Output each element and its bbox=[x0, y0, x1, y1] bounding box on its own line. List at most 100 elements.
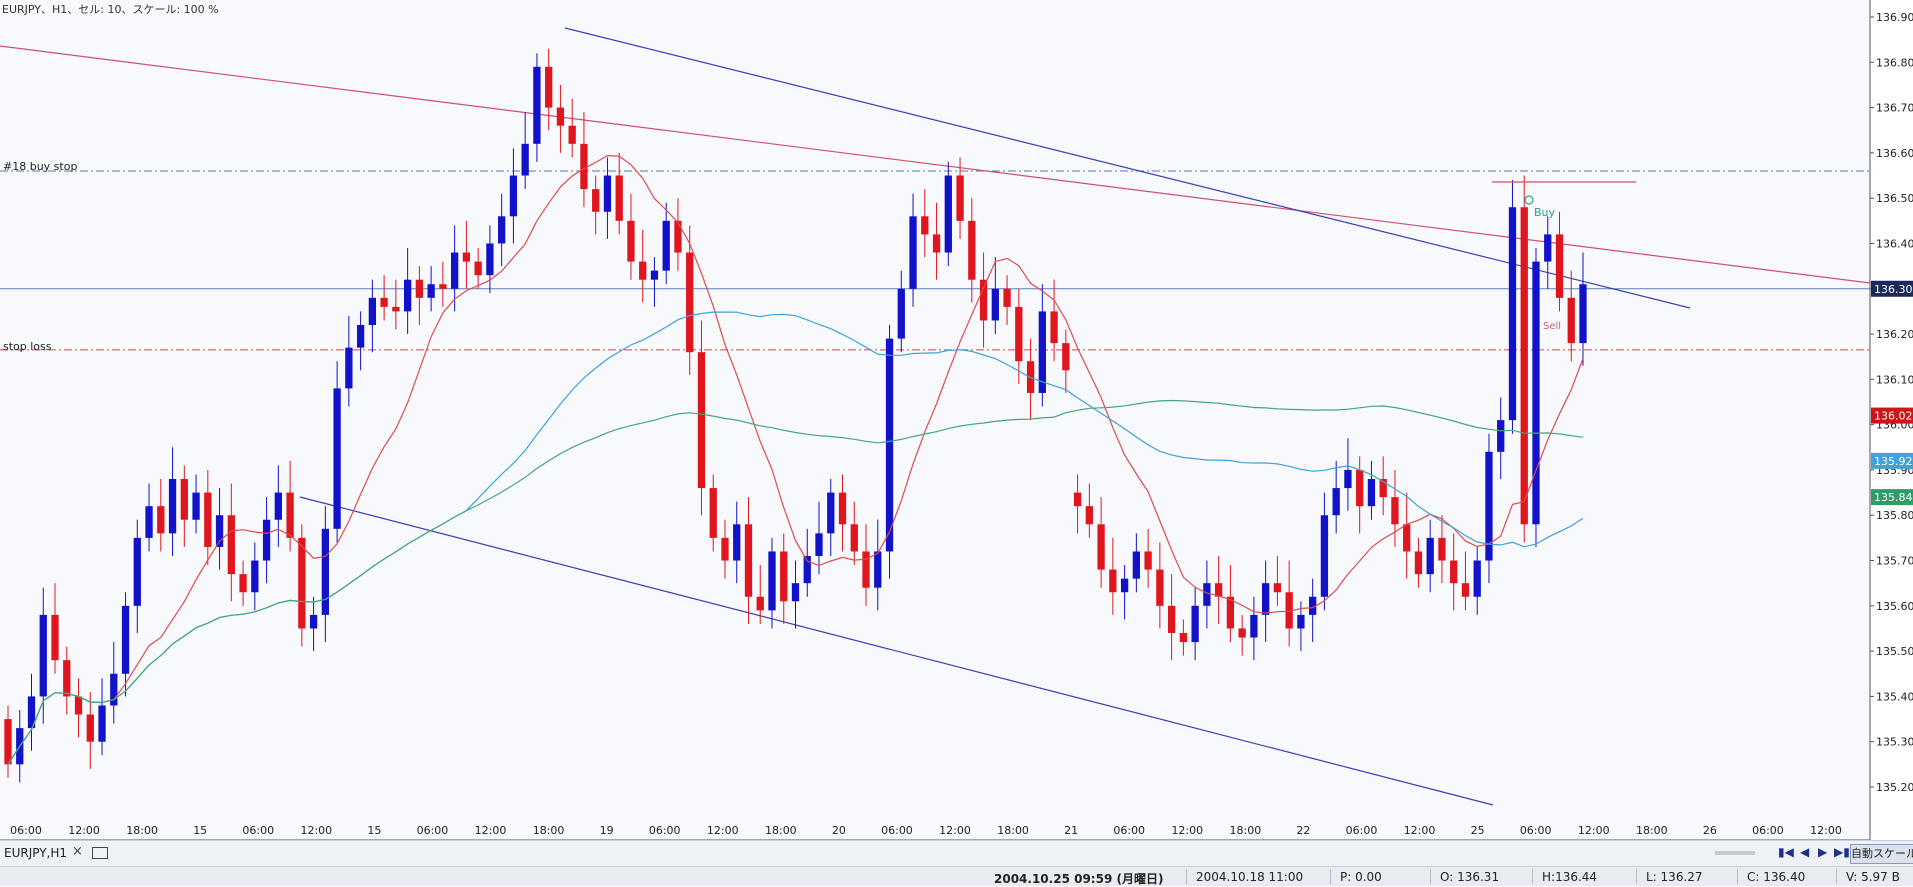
x-tick-label: 12:00 bbox=[1404, 824, 1436, 837]
candle-body bbox=[968, 220, 976, 280]
price-chart[interactable]: 136.90 136.80 136.70 136.60 136.50 136.40 136.… bbox=[0, 0, 1913, 840]
candle-body bbox=[650, 270, 659, 280]
candle-body bbox=[1403, 524, 1411, 552]
ma-slow-line bbox=[7, 399, 1584, 765]
chart-tab-bar: EURJPY,H1 × ▮◀ ◀ ▶ ▶▮ 自動スケール bbox=[0, 840, 1913, 866]
x-tick-label: 19 bbox=[600, 824, 614, 837]
candle-body bbox=[709, 488, 717, 538]
scroll-last-button[interactable]: ▶▮ bbox=[1834, 845, 1850, 859]
x-tick-label: 22 bbox=[1296, 824, 1310, 837]
candle-body bbox=[345, 347, 353, 389]
candle-body bbox=[309, 614, 318, 629]
candle-body bbox=[133, 537, 141, 606]
candle-body bbox=[1379, 479, 1387, 498]
status-close: C: 136.40 bbox=[1747, 870, 1806, 884]
candle-body bbox=[1156, 569, 1164, 606]
price-badge bbox=[1871, 489, 1913, 506]
candle-body bbox=[580, 143, 588, 190]
x-tick-label: 18:00 bbox=[1636, 824, 1668, 837]
x-tick-label: 15 bbox=[367, 824, 381, 837]
candle-body bbox=[157, 506, 165, 534]
window-icon[interactable] bbox=[92, 847, 108, 859]
stop-loss-label: stop loss bbox=[3, 340, 52, 353]
price-badge bbox=[1871, 280, 1913, 297]
candle-body bbox=[110, 673, 118, 706]
candle-body bbox=[145, 506, 153, 538]
candle-body bbox=[1485, 451, 1493, 561]
candle-body bbox=[1544, 234, 1552, 262]
candle-body bbox=[639, 261, 647, 280]
candle-body bbox=[1356, 469, 1364, 507]
candle-body bbox=[1238, 628, 1246, 638]
candle-body bbox=[1320, 515, 1329, 597]
trendline-blue-upper bbox=[564, 27, 1691, 309]
scroll-next-button[interactable]: ▶ bbox=[1818, 845, 1828, 859]
candle-body bbox=[180, 479, 188, 520]
candle-body bbox=[850, 524, 858, 552]
x-tick-label: 18:00 bbox=[765, 824, 797, 837]
candle-body bbox=[1426, 537, 1434, 575]
x-tick-label: 12:00 bbox=[1171, 824, 1203, 837]
y-tick-label: 135.60 bbox=[1876, 600, 1913, 613]
candle-body bbox=[909, 216, 917, 289]
candle-body bbox=[486, 243, 494, 276]
buy-marker-icon bbox=[1524, 195, 1534, 205]
candle-body bbox=[756, 596, 764, 611]
status-low: L: 136.27 bbox=[1646, 870, 1703, 884]
candle-body bbox=[874, 551, 882, 588]
candle-body bbox=[838, 492, 847, 525]
x-tick-label: 25 bbox=[1471, 824, 1485, 837]
candle-body bbox=[1344, 469, 1352, 489]
candle-body bbox=[74, 696, 83, 715]
candle-body bbox=[1297, 614, 1305, 629]
x-tick-label: 12:00 bbox=[1810, 824, 1842, 837]
candle-body bbox=[1097, 524, 1105, 570]
candle-body bbox=[1038, 311, 1046, 393]
x-tick-label: 06:00 bbox=[1113, 824, 1145, 837]
tab-eurjpy-h1[interactable]: EURJPY,H1 bbox=[4, 846, 68, 860]
trendline-blue-lower bbox=[299, 496, 1494, 806]
y-tick-label: 135.40 bbox=[1876, 690, 1913, 703]
candle-body bbox=[1450, 560, 1458, 584]
candle-body bbox=[592, 189, 600, 212]
scroll-first-button[interactable]: ▮◀ bbox=[1778, 845, 1794, 859]
candle-body bbox=[944, 175, 952, 253]
price-badge bbox=[1871, 407, 1913, 424]
x-tick-label: 12:00 bbox=[68, 824, 100, 837]
candle-body bbox=[251, 560, 259, 593]
candle-body bbox=[1132, 551, 1141, 579]
sell-annotation: Sell bbox=[1543, 321, 1561, 332]
candle-body bbox=[1015, 306, 1023, 362]
candle-body bbox=[1273, 583, 1282, 593]
candle-body bbox=[356, 325, 365, 348]
candle-body bbox=[1332, 488, 1340, 516]
x-tick-label: 06:00 bbox=[1346, 824, 1378, 837]
candle-body bbox=[321, 528, 329, 615]
candle-body bbox=[403, 279, 412, 312]
candle-body bbox=[1203, 583, 1211, 606]
scroll-prev-button[interactable]: ◀ bbox=[1800, 845, 1810, 859]
y-tick-label: 135.20 bbox=[1876, 781, 1913, 794]
x-tick-label: 12:00 bbox=[1578, 824, 1610, 837]
candle-body bbox=[662, 220, 670, 271]
x-tick-label: 26 bbox=[1703, 824, 1717, 837]
y-tick-label: 136.80 bbox=[1876, 56, 1913, 69]
x-tick-label: 18:00 bbox=[533, 824, 565, 837]
x-tick-label: 12:00 bbox=[939, 824, 971, 837]
candle-body bbox=[615, 175, 623, 221]
candle-body bbox=[1179, 633, 1188, 643]
x-tick-label: 06:00 bbox=[242, 824, 274, 837]
chart-header: EURJPY、H1、セル: 10、スケール: 100 % bbox=[2, 3, 219, 16]
horizontal-scrollbar[interactable] bbox=[1715, 851, 1755, 855]
candle-body bbox=[1191, 605, 1199, 643]
candle-body bbox=[827, 492, 835, 534]
candle-body bbox=[98, 705, 106, 742]
candle-body bbox=[1062, 343, 1070, 371]
candle-body bbox=[1167, 605, 1176, 633]
candle-body bbox=[815, 533, 823, 556]
close-icon[interactable]: × bbox=[72, 844, 83, 859]
chart-area[interactable]: 136.90 136.80 136.70 136.60 136.50 136.40 136.… bbox=[0, 0, 1913, 840]
autoscale-button[interactable]: 自動スケール bbox=[1850, 844, 1913, 864]
candle-body bbox=[1532, 261, 1540, 525]
candle-body bbox=[768, 551, 776, 611]
